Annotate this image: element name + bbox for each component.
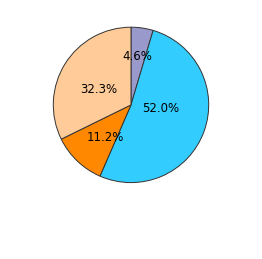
Text: 32.3%: 32.3% [80, 83, 117, 96]
Wedge shape [61, 105, 131, 176]
Wedge shape [131, 27, 153, 105]
Text: 4.6%: 4.6% [122, 50, 152, 63]
Wedge shape [100, 30, 209, 183]
Wedge shape [53, 27, 131, 139]
Text: 11.2%: 11.2% [87, 131, 124, 144]
Text: 52.0%: 52.0% [142, 102, 179, 115]
